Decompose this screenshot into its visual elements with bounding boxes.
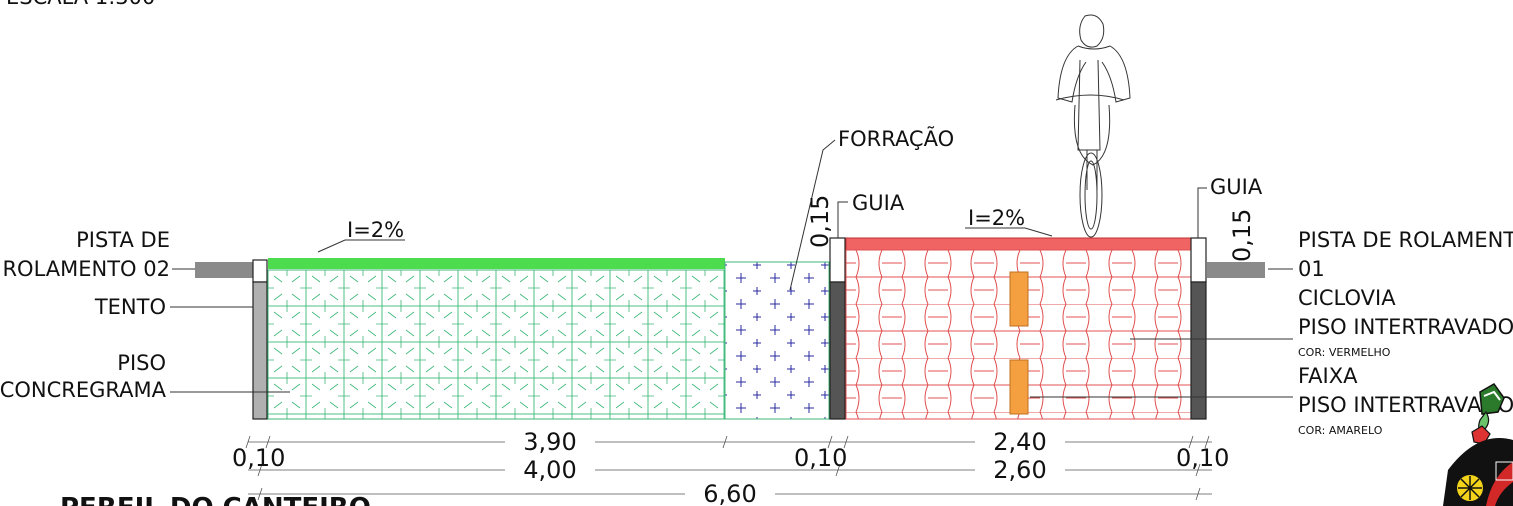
guia-right-top — [1190, 237, 1207, 283]
label-pista-01-line2: 01 — [1298, 257, 1325, 281]
label-tento: TENTO — [94, 295, 166, 319]
leader-guia-right — [1197, 187, 1207, 238]
dim-390: 3,90 — [523, 428, 576, 456]
label-piso-intertravado-1: PISO INTERTRAVADO — [1298, 315, 1513, 339]
label-cor-vermelho: COR: VERMELHO — [1298, 346, 1391, 359]
tento-left-top — [252, 259, 268, 283]
pista-rolamento-02-surface — [195, 262, 253, 278]
ciclovia-surface — [845, 237, 1192, 251]
dim-260: 2,60 — [993, 456, 1046, 484]
label-pista-02-line2: ROLAMENTO 02 — [2, 257, 170, 281]
municipal-emblem-icon — [1443, 383, 1513, 506]
pista-rolamento-01-surface — [1207, 262, 1265, 278]
slope-label-right: I=2% — [968, 206, 1025, 230]
dim-400: 4,00 — [523, 456, 576, 484]
label-faixa: FAIXA — [1298, 364, 1358, 388]
label-cor-amarelo: COR: AMARELO — [1298, 424, 1383, 437]
faixa-amarela-top — [1009, 271, 1029, 327]
dim-010-left: 0,10 — [232, 444, 285, 472]
label-piso-intertravado-2: PISO INTERTRAVADO — [1298, 393, 1513, 417]
dim-010-right: 0,10 — [1176, 444, 1229, 472]
leader-guia-left — [837, 201, 848, 238]
label-pista-02-line1: PISTA DE — [76, 228, 170, 252]
label-piso-line2: CONCREGRAMA — [0, 378, 167, 402]
concregrama-surface — [268, 258, 725, 269]
cyclist-figure-icon — [1055, 14, 1131, 238]
faixa-amarela-bottom — [1009, 359, 1029, 415]
dim-010-mid: 0,10 — [794, 444, 847, 472]
label-guia-left: GUIA — [852, 191, 905, 215]
guia-right-body — [1190, 281, 1207, 420]
drawing-title: PERFIL DO CANTEIRO — [60, 493, 371, 506]
scale-label: ESCALA 1:300 — [6, 0, 155, 9]
tento-left-body — [252, 281, 268, 420]
label-guia-right: GUIA — [1210, 175, 1263, 199]
label-ciclovia: CICLOVIA — [1298, 286, 1396, 310]
guia-middle-body — [829, 281, 846, 420]
concregrama-fill — [267, 269, 726, 420]
dim-660: 6,60 — [703, 480, 756, 506]
label-pista-01-line1: PISTA DE ROLAMENTO — [1298, 228, 1513, 252]
slope-arrow-right — [965, 227, 1053, 237]
slope-arrow-left — [317, 239, 405, 253]
dim-guia-height-left: 0,15 — [806, 195, 834, 248]
dim-240: 2,40 — [993, 428, 1046, 456]
dim-guia-height-right: 0,15 — [1228, 209, 1256, 262]
label-forracao: FORRAÇÃO — [838, 125, 954, 151]
slope-label-left: I=2% — [347, 218, 404, 242]
leader-forracao — [789, 139, 836, 291]
label-piso-line1: PISO — [117, 351, 166, 375]
forracao-fill — [724, 261, 830, 420]
